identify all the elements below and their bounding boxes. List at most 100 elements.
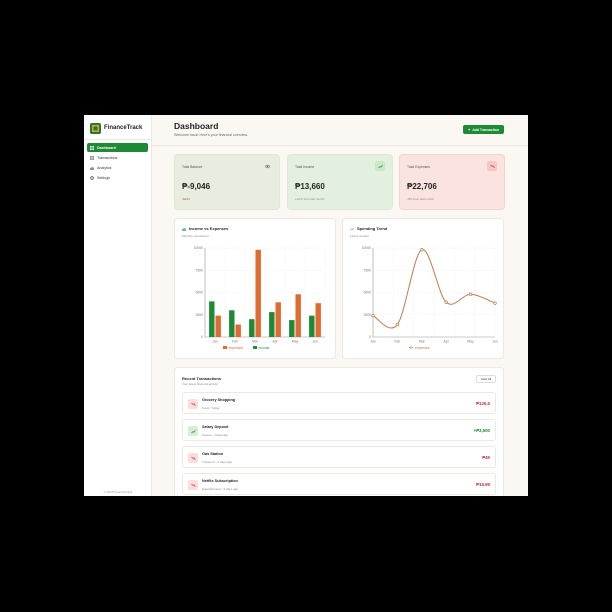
sidebar-item-settings[interactable]: Settings — [87, 173, 148, 182]
bar-income — [309, 315, 315, 337]
x-tick-label: May — [467, 340, 474, 344]
expense-icon — [188, 453, 198, 463]
total-income-card: Total Income ₱13,660 +12% from last mont… — [287, 154, 393, 210]
app-window: FinanceTrack Dashboard Transactions Anal… — [84, 115, 528, 496]
y-tick-label: 10000 — [362, 246, 372, 250]
income-vs-expenses-chart: 0 2500 5000 7500 10000 Jan Feb Mar Apr May Jun expe… — [194, 246, 326, 350]
transaction-name: Netflix Subscription — [202, 479, 238, 483]
y-tick-label: 7500 — [363, 268, 371, 272]
x-tick-label: Feb — [232, 340, 238, 344]
sidebar: FinanceTrack Dashboard Transactions Anal… — [84, 115, 152, 496]
data-point — [395, 322, 400, 327]
bar-expenses — [235, 324, 241, 337]
x-tick-label: Feb — [394, 340, 400, 344]
trend-line-icon — [350, 227, 354, 230]
x-tick-label: Jun — [312, 340, 318, 344]
sidebar-item-dashboard[interactable]: Dashboard — [87, 143, 148, 152]
spending-trend-chart: 0 2500 5000 7500 10000 Jan Feb Mar Apr May Jun expe… — [362, 246, 498, 350]
view-all-button[interactable]: View All — [476, 375, 496, 383]
transaction-amount: ₱45 — [482, 455, 490, 460]
y-tick-label: 5000 — [195, 291, 203, 295]
x-tick-label: Jan — [370, 340, 376, 344]
card-value: ₱22,706 — [407, 182, 437, 191]
x-tick-label: Mar — [419, 340, 426, 344]
sidebar-item-label: Dashboard — [97, 145, 116, 150]
trend-up-icon — [375, 161, 385, 171]
transaction-meta: Income • Yesterday — [202, 433, 228, 437]
add-transaction-label: Add Transaction — [472, 127, 499, 132]
y-tick-label: 0 — [369, 335, 371, 339]
legend-label: income — [259, 346, 270, 350]
bar-expenses — [275, 302, 281, 337]
card-label: Total Expenses — [407, 165, 430, 169]
transaction-meta: Food • Today — [202, 406, 220, 410]
sidebar-item-label: Transactions — [97, 155, 118, 160]
transaction-amount: ₱125.5 — [476, 401, 490, 406]
add-transaction-button[interactable]: + Add Transaction — [463, 125, 504, 134]
x-tick-label: Apr — [444, 340, 450, 344]
sidebar-item-transactions[interactable]: Transactions — [87, 153, 148, 162]
bar-income — [209, 301, 215, 337]
panel-title-text: Spending Trend — [357, 226, 388, 231]
data-point — [371, 313, 375, 318]
bar-expenses — [255, 249, 261, 337]
page-subtitle: Welcome back! Here's your financial over… — [174, 133, 248, 137]
y-tick-label: 5000 — [363, 291, 371, 295]
sidebar-item-label: Settings — [97, 175, 110, 180]
y-tick-label: 2500 — [195, 313, 203, 317]
sidebar-divider — [84, 139, 152, 140]
bar-chart-icon — [182, 227, 186, 231]
bar-expenses — [215, 315, 221, 337]
legend-label: expenses — [415, 346, 430, 350]
header-divider — [152, 145, 528, 146]
transaction-row[interactable]: Grocery Shopping Food • Today ₱125.5 — [182, 392, 496, 414]
income-vs-expenses-panel: 0 2500 5000 7500 10000 Jan Feb Mar Apr May Jun expe… — [174, 218, 336, 359]
sidebar-item-analytics[interactable]: Analytics — [87, 163, 148, 172]
transaction-row[interactable]: Salary Deposit Income • Yesterday +₱3,50… — [182, 419, 496, 441]
bar-expenses — [315, 303, 321, 337]
eye-icon — [262, 161, 272, 171]
data-point — [468, 292, 473, 296]
y-tick-label: 7500 — [195, 268, 203, 272]
transactions-title: Recent Transactions — [182, 376, 222, 381]
brand[interactable]: FinanceTrack — [90, 121, 142, 135]
bar-expenses — [295, 294, 301, 337]
card-subtext: -$464 — [182, 197, 190, 201]
sidebar-nav: Dashboard Transactions Analytics Setting… — [87, 143, 148, 183]
card-value: ₱-9,046 — [182, 182, 211, 191]
data-point — [420, 248, 424, 252]
chart-icon — [90, 166, 94, 170]
transaction-row[interactable]: Netflix Subscription Entertainment • 3 d… — [182, 473, 496, 495]
spending-trend-panel: 0 2500 5000 7500 10000 Jan Feb Mar Apr May Jun expe… — [342, 218, 504, 359]
transaction-row[interactable]: Gas Station Transport • 2 days ago ₱45 — [182, 446, 496, 468]
legend-marker — [409, 346, 413, 349]
y-tick-label: 10000 — [194, 246, 204, 250]
total-expenses-card: Total Expenses ₱22,706 -8% from last mon… — [399, 154, 505, 210]
logo-icon — [90, 122, 101, 134]
sidebar-item-label: Analytics — [97, 165, 112, 170]
y-tick-label: 2500 — [363, 313, 371, 317]
transactions-subtitle: Your latest financial activity — [182, 382, 218, 386]
transaction-name: Grocery Shopping — [202, 398, 236, 402]
legend-label: expenses — [229, 346, 244, 350]
legend-swatch — [223, 346, 227, 349]
transaction-amount: +₱3,500 — [473, 428, 490, 433]
income-icon — [188, 426, 198, 436]
expense-icon — [188, 399, 198, 409]
spending-trend-title: Spending Trend — [350, 226, 387, 231]
total-balance-card: Total Balance ₱-9,046 -$464 — [174, 154, 280, 210]
x-tick-label: Jun — [492, 340, 498, 344]
card-label: Total Income — [295, 165, 315, 169]
transaction-meta: Transport • 2 days ago — [202, 460, 233, 464]
bar-income — [269, 312, 275, 337]
bar-income — [289, 320, 295, 337]
gear-icon — [90, 175, 94, 180]
card-value: ₱13,660 — [295, 182, 325, 191]
x-tick-label: Jan — [212, 340, 218, 344]
panel-title-text: Income vs Expenses — [189, 226, 229, 231]
y-tick-label: 0 — [201, 335, 203, 339]
trend-down-icon — [487, 161, 497, 171]
transaction-meta: Entertainment • 3 days ago — [202, 487, 239, 491]
page-title: Dashboard — [174, 121, 219, 131]
income-vs-expenses-subtitle: Monthly comparison — [182, 234, 209, 238]
